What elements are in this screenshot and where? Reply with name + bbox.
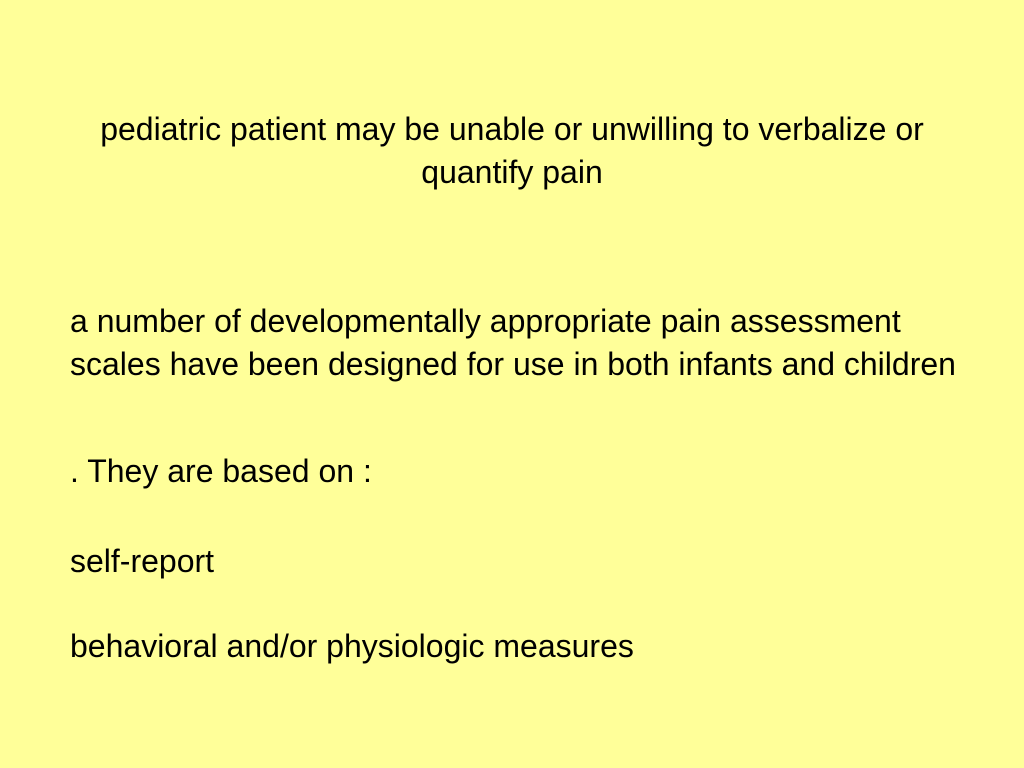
slide-heading: pediatric patient may be unable or unwil…: [70, 108, 954, 194]
body-paragraph-1: a number of developmentally appropriate …: [70, 300, 964, 386]
body-paragraph-3: self-report: [70, 540, 964, 583]
slide: pediatric patient may be unable or unwil…: [0, 0, 1024, 768]
body-paragraph-4: behavioral and/or physiologic measures: [70, 625, 964, 668]
body-paragraph-2: . They are based on :: [70, 450, 964, 493]
